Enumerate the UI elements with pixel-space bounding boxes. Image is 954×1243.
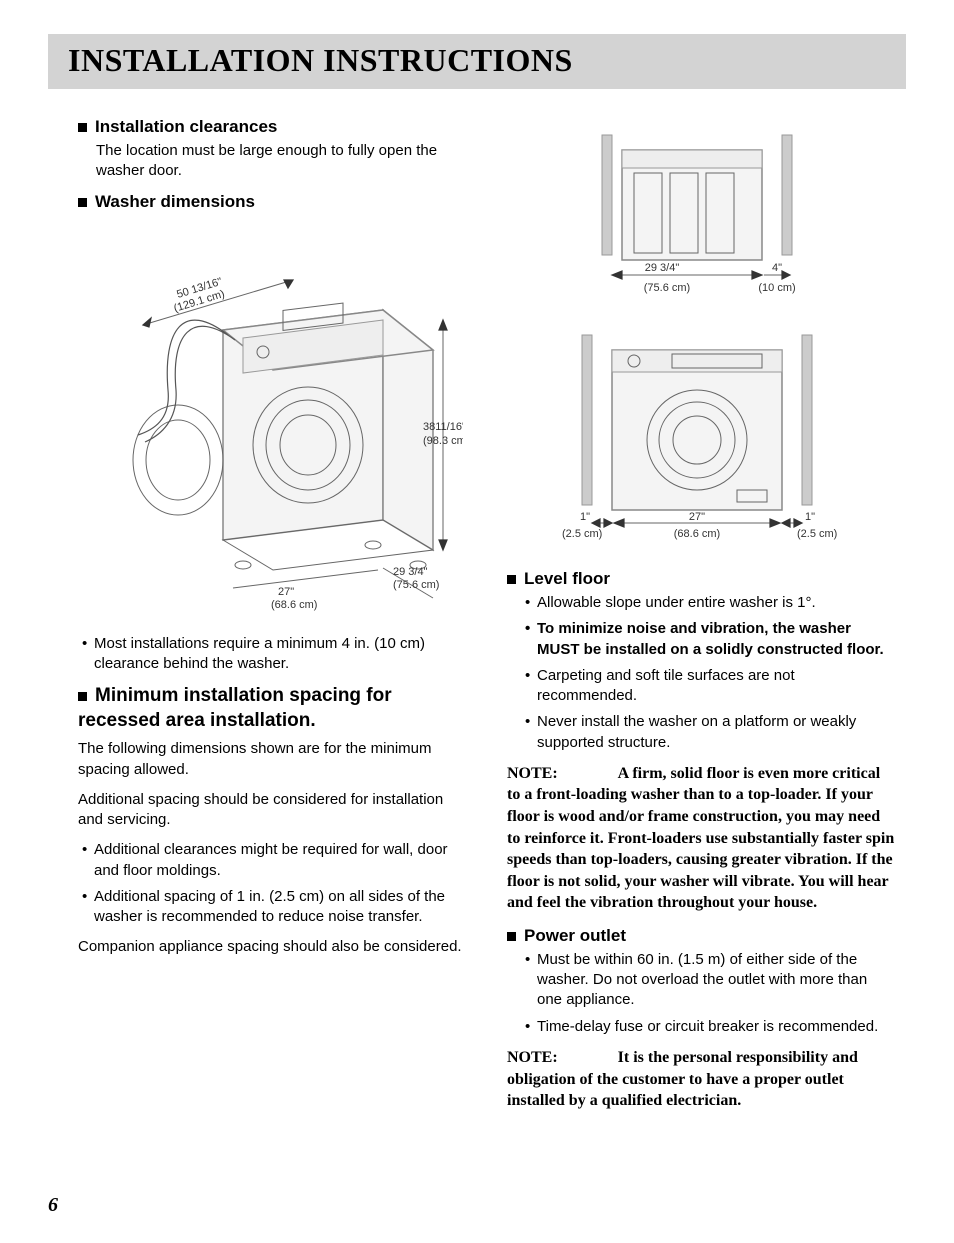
heading-level-floor: Level floor	[507, 569, 896, 589]
svg-text:(68.6 cm): (68.6 cm)	[271, 599, 317, 611]
dim-depth-cm: (75.6 cm)	[393, 579, 439, 591]
dim-width-in: 27"	[278, 586, 294, 598]
heading-power: Power outlet	[507, 926, 896, 946]
min-p2: Additional spacing should be considered …	[78, 790, 467, 831]
svg-text:(98.3 cm): (98.3 cm)	[423, 435, 463, 447]
dim-note: Most installations require a minimum 4 i…	[82, 634, 467, 675]
washer-front-diagram: 1" (2.5 cm) 27" (68.6 cm) 1" (2.5 cm)	[507, 325, 896, 555]
level-b2: To minimize noise and vibration, the was…	[525, 619, 896, 660]
level-note-body: A firm, solid floor is even more critica…	[507, 765, 894, 912]
dim-height-cm: (98.3 cm)	[423, 435, 463, 447]
level-note: NOTE: A firm, solid floor is even more c…	[507, 763, 896, 914]
power-b2: Time-delay fuse or circuit breaker is re…	[525, 1017, 896, 1037]
dryer-w-cm: (75.6 cm)	[643, 282, 689, 294]
dim-width-cm: (68.6 cm)	[271, 599, 317, 611]
dryer-gap-in: 4"	[771, 262, 781, 274]
svg-text:27": 27"	[688, 511, 704, 523]
level-b3: Carpeting and soft tile surfaces are not…	[525, 666, 896, 707]
note-label: NOTE:	[507, 765, 558, 782]
svg-text:(68.6 cm): (68.6 cm)	[673, 528, 719, 540]
power-b1: Must be within 60 in. (1.5 m) of either …	[525, 950, 896, 1011]
svg-text:(2.5 cm): (2.5 cm)	[562, 528, 602, 540]
heading-clearances: Installation clearances	[78, 117, 467, 137]
svg-text:3811/16": 3811/16"	[423, 421, 463, 433]
front-l-cm: (2.5 cm)	[562, 528, 602, 540]
dryer-gap-cm: (10 cm)	[758, 282, 795, 294]
level-b1: Allowable slope under entire washer is 1…	[525, 593, 896, 613]
svg-text:1": 1"	[805, 511, 815, 523]
dryer-w-in: 29 3/4"	[644, 262, 679, 274]
left-column: Installation clearances The location mus…	[48, 117, 471, 1124]
svg-text:27": 27"	[278, 586, 294, 598]
svg-text:(75.6 cm): (75.6 cm)	[393, 579, 439, 591]
right-column: 29 3/4" (75.6 cm) 4" (10 cm)	[503, 117, 906, 1124]
front-r-cm: (2.5 cm)	[797, 528, 837, 540]
min-p1: The following dimensions shown are for t…	[78, 739, 467, 780]
svg-text:29 3/4": 29 3/4"	[393, 566, 428, 578]
dim-height-in: 3811/16"	[423, 421, 463, 433]
svg-text:1": 1"	[580, 511, 590, 523]
min-b2: Additional spacing of 1 in. (2.5 cm) on …	[82, 887, 467, 928]
min-p3: Companion appliance spacing should also …	[78, 937, 467, 957]
min-b1: Additional clearances might be required …	[82, 840, 467, 881]
dryer-recess-diagram: 29 3/4" (75.6 cm) 4" (10 cm)	[507, 125, 896, 305]
front-r-in: 1"	[805, 511, 815, 523]
title-bar: INSTALLATION INSTRUCTIONS	[48, 34, 906, 89]
power-note-body: It is the personal responsibility and ob…	[507, 1049, 858, 1109]
svg-text:(75.6 cm): (75.6 cm)	[643, 282, 689, 294]
dim-depth-in: 29 3/4"	[393, 566, 428, 578]
svg-text:(2.5 cm): (2.5 cm)	[797, 528, 837, 540]
washer-iso-diagram: 50 13/16" (129.1 cm) 3811/16" (98.3 cm) …	[78, 220, 467, 620]
page-number: 6	[48, 1194, 58, 1217]
level-b4: Never install the washer on a platform o…	[525, 712, 896, 753]
svg-text:4": 4"	[771, 262, 781, 274]
svg-text:(10 cm): (10 cm)	[758, 282, 795, 294]
svg-text:29 3/4": 29 3/4"	[644, 262, 679, 274]
heading-dimensions: Washer dimensions	[78, 192, 467, 212]
columns: Installation clearances The location mus…	[48, 117, 906, 1124]
front-w-in: 27"	[688, 511, 704, 523]
power-note: NOTE: It is the personal responsibility …	[507, 1047, 896, 1112]
note-label-2: NOTE:	[507, 1049, 558, 1066]
text-clearances: The location must be large enough to ful…	[96, 141, 467, 182]
page: INSTALLATION INSTRUCTIONS Installation c…	[0, 0, 954, 1154]
front-w-cm: (68.6 cm)	[673, 528, 719, 540]
page-title: INSTALLATION INSTRUCTIONS	[68, 42, 886, 79]
front-l-in: 1"	[580, 511, 590, 523]
heading-min-spacing: Minimum installation spacing for recesse…	[78, 684, 467, 733]
